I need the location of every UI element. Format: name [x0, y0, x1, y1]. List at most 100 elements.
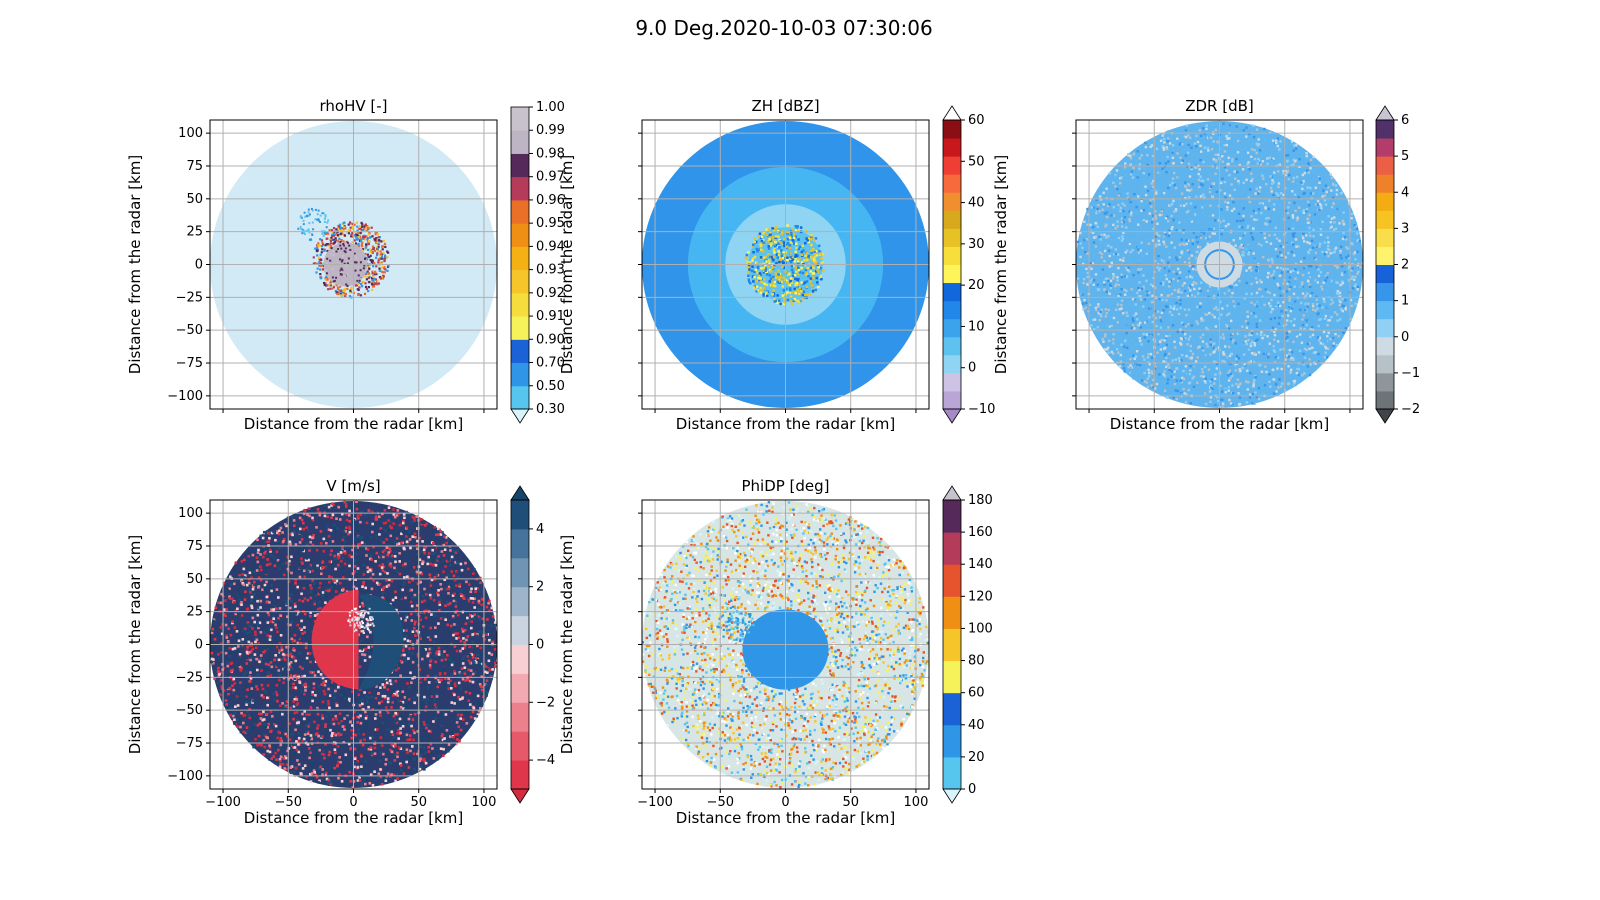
- noise-pixel: [1274, 141, 1278, 145]
- noise-pixel: [1232, 339, 1235, 342]
- noise-pixel: [340, 693, 343, 697]
- noise-pixel: [345, 526, 348, 529]
- noise-pixel: [1312, 155, 1315, 159]
- noise-pixel: [1303, 347, 1307, 351]
- noise-pixel: [1251, 402, 1254, 405]
- noise-pixel: [1214, 373, 1217, 376]
- panel-title: ZH [dBZ]: [751, 97, 819, 115]
- noise-pixel: [1090, 267, 1093, 271]
- noise-pixel: [1214, 403, 1217, 406]
- noise-pixel: [388, 563, 391, 567]
- noise-pixel: [1226, 313, 1229, 317]
- noise-pixel: [1288, 299, 1291, 302]
- y-tick-label: −100: [167, 389, 203, 404]
- noise-pixel: [413, 656, 417, 660]
- noise-pixel: [1092, 262, 1095, 265]
- noise-pixel: [1086, 276, 1089, 279]
- noise-pixel: [1129, 200, 1132, 204]
- noise-pixel: [1292, 176, 1296, 180]
- noise-pixel: [1138, 157, 1141, 160]
- noise-pixel: [1186, 343, 1189, 346]
- noise-pixel: [1129, 214, 1133, 217]
- echo-pixel: [356, 225, 359, 228]
- echo-pixel: [325, 278, 328, 281]
- noise-pixel: [1225, 291, 1229, 295]
- noise-pixel: [1081, 273, 1085, 276]
- noise-pixel: [1309, 192, 1313, 195]
- echo-pixel: [351, 231, 354, 235]
- noise-pixel: [1222, 215, 1225, 218]
- noise-pixel: [1108, 339, 1111, 343]
- noise-pixel: [1325, 356, 1329, 359]
- noise-pixel: [1244, 221, 1248, 224]
- noise-pixel: [1268, 319, 1271, 323]
- noise-pixel: [1293, 285, 1296, 288]
- noise-pixel: [1255, 281, 1259, 284]
- noise-pixel: [1316, 303, 1319, 306]
- noise-pixel: [1239, 237, 1242, 240]
- echo-pixel: [366, 275, 369, 278]
- noise-pixel: [1291, 180, 1295, 183]
- noise-pixel: [1119, 360, 1122, 363]
- noise-pixel: [1116, 279, 1119, 282]
- noise-pixel: [1137, 287, 1140, 290]
- noise-pixel: [1130, 273, 1133, 276]
- echo-pixel: [789, 279, 792, 283]
- echo-pixel: [797, 268, 801, 272]
- echo-pixel: [793, 287, 796, 291]
- echo-pixel: [336, 265, 339, 267]
- echo-pixel: [354, 242, 358, 245]
- echo-pixel: [759, 256, 763, 259]
- noise-pixel: [1180, 251, 1183, 254]
- noise-pixel: [1244, 340, 1247, 343]
- echo-pixel: [343, 226, 346, 229]
- echo-pixel: [795, 242, 798, 245]
- echo-pixel: [772, 294, 776, 297]
- chart-panel: ZH [dBZ]Distance from the radar [km]Dist…: [558, 97, 995, 433]
- noise-pixel: [1191, 183, 1194, 186]
- noise-pixel: [1209, 338, 1212, 341]
- echo-pixel: [356, 288, 359, 291]
- noise-pixel: [436, 685, 440, 689]
- noise-pixel: [277, 669, 281, 672]
- noise-pixel: [1335, 292, 1339, 295]
- noise-pixel: [1221, 199, 1224, 202]
- noise-pixel: [418, 536, 421, 540]
- noise-pixel: [1180, 192, 1184, 195]
- noise-pixel: [443, 672, 447, 675]
- echo-pixel: [330, 254, 333, 257]
- noise-pixel: [1312, 252, 1315, 255]
- noise-pixel: [1211, 195, 1214, 198]
- noise-pixel: [421, 758, 424, 762]
- echo-pixel: [772, 265, 775, 268]
- noise-pixel: [1196, 292, 1200, 295]
- noise-pixel: [337, 722, 341, 725]
- echo-pixel: [340, 294, 343, 297]
- echo-pixel: [770, 255, 773, 258]
- noise-pixel: [1202, 160, 1205, 164]
- noise-pixel: [1284, 209, 1288, 213]
- noise-pixel: [1290, 203, 1293, 207]
- colorbar-tick-label: 0.92: [536, 286, 565, 301]
- echo-pixel: [748, 261, 752, 264]
- noise-pixel: [1206, 345, 1209, 348]
- echo-pixel: [357, 236, 360, 239]
- noise-pixel: [1316, 226, 1319, 229]
- noise-pixel: [1200, 134, 1203, 137]
- colorbar-segment: [511, 176, 529, 201]
- noise-pixel: [1269, 317, 1272, 321]
- noise-pixel: [1154, 366, 1157, 369]
- noise-pixel: [1191, 266, 1194, 269]
- noise-pixel: [399, 674, 402, 677]
- colorbar-segment: [511, 199, 529, 224]
- echo-pixel: [788, 258, 791, 261]
- noise-pixel: [424, 701, 428, 705]
- noise-pixel: [1248, 175, 1251, 178]
- noise-pixel: [1240, 243, 1243, 246]
- noise-pixel: [1246, 310, 1249, 313]
- echo-pixel: [383, 254, 387, 257]
- noise-pixel: [1085, 267, 1088, 271]
- noise-pixel: [1182, 369, 1185, 373]
- noise-pixel: [1164, 352, 1167, 356]
- noise-pixel: [1185, 211, 1189, 214]
